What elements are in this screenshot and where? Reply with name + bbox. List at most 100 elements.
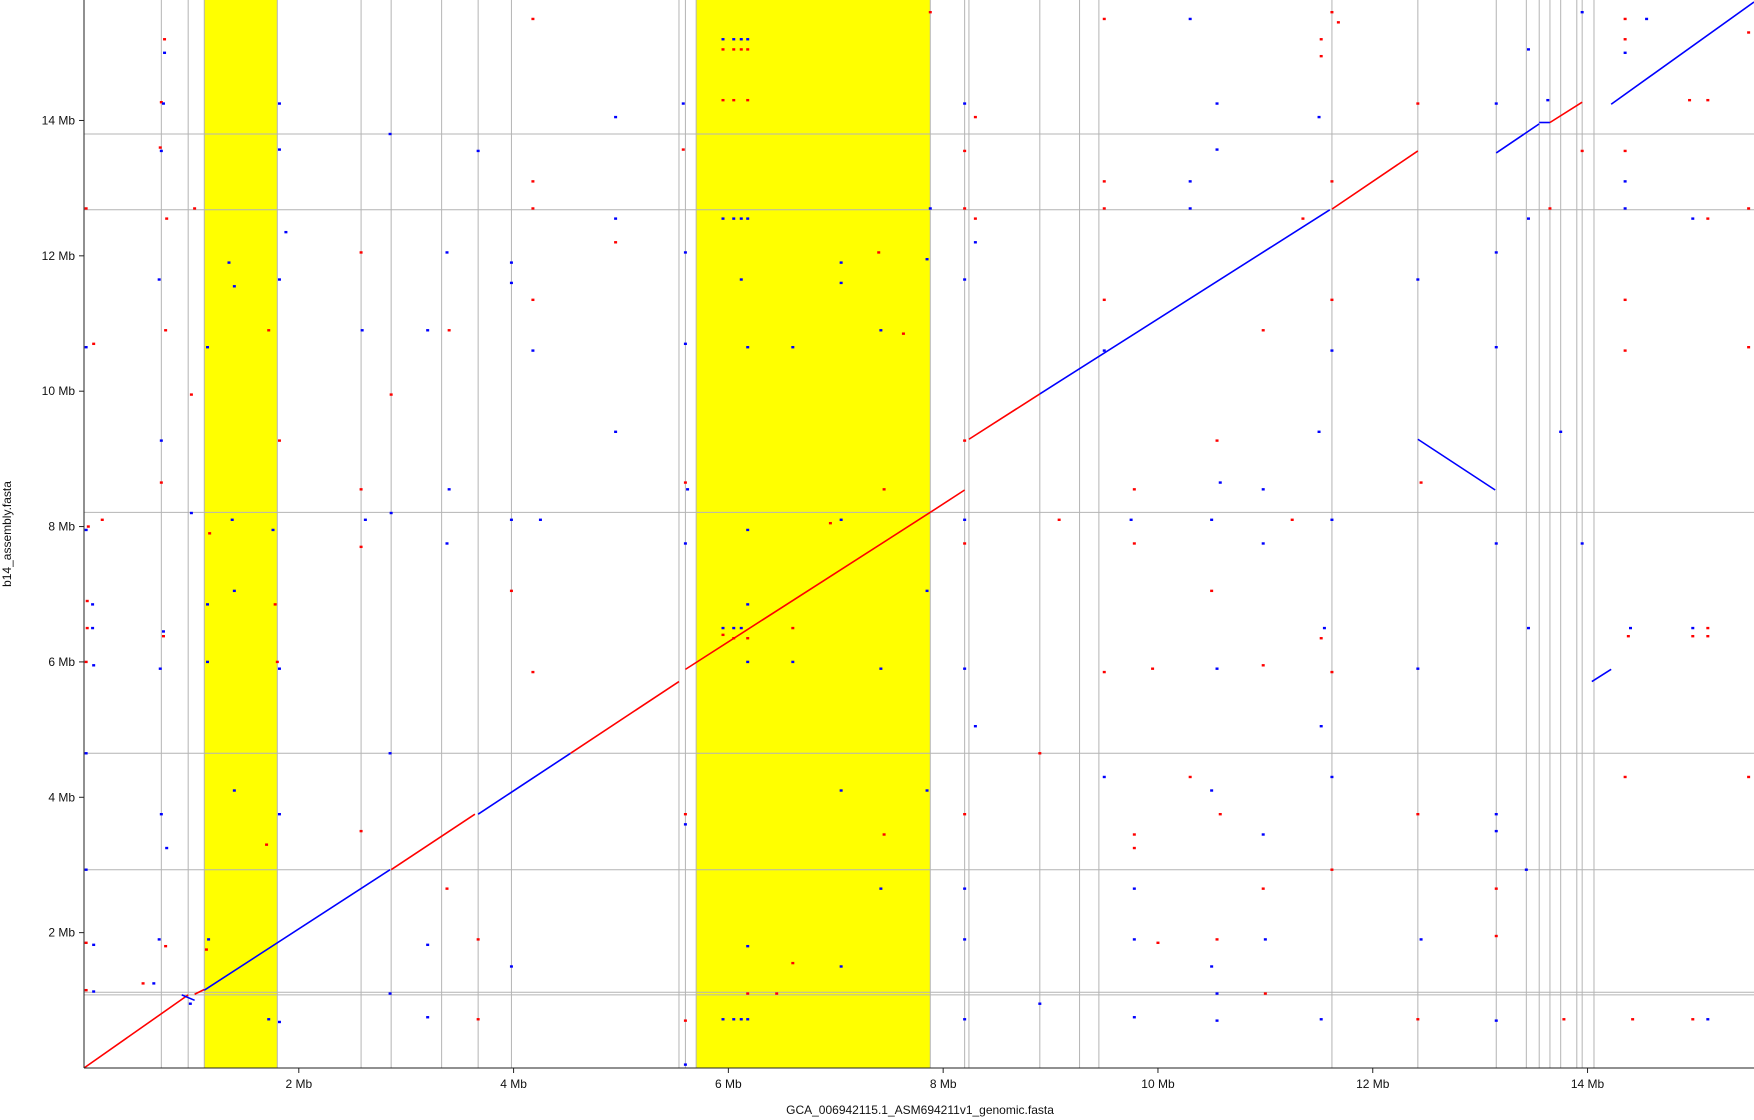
forward-hit	[746, 48, 750, 51]
forward-hit	[791, 961, 795, 965]
forward-hit	[164, 329, 168, 332]
forward-hit	[1218, 812, 1222, 816]
forward-hit	[683, 481, 687, 484]
forward-hit	[165, 217, 169, 220]
reverse-hit	[1419, 938, 1423, 941]
forward-hit	[1057, 518, 1061, 521]
reverse-hit	[925, 789, 929, 792]
forward-hit	[1494, 934, 1498, 938]
reverse-hit	[206, 346, 210, 349]
reverse-hit	[1132, 938, 1136, 941]
reverse-hit	[879, 667, 883, 670]
reverse-hit	[531, 349, 535, 352]
reverse-hit	[1210, 789, 1214, 792]
highlight-region	[204, 0, 278, 1068]
reverse-hit	[746, 944, 750, 948]
reverse-hit	[360, 329, 364, 332]
reverse-hit	[277, 102, 281, 105]
reverse-hit	[84, 528, 88, 532]
forward-hit	[1319, 54, 1323, 58]
reverse-hit	[1526, 48, 1530, 51]
reverse-hit	[388, 752, 392, 755]
reverse-hit	[1319, 1018, 1323, 1021]
reverse-hit	[1038, 1002, 1042, 1005]
forward-hit	[1747, 31, 1751, 34]
forward-hit	[1330, 868, 1334, 871]
forward-hit	[84, 207, 88, 210]
forward-hit	[1416, 1018, 1420, 1021]
alignment-layer	[83, 1, 1754, 1069]
forward-hit	[1261, 329, 1265, 332]
reverse-hit	[1263, 938, 1267, 941]
y-tick-label: 12 Mb	[42, 249, 76, 263]
reverse-hit	[721, 217, 725, 220]
reverse-hit	[1526, 217, 1530, 220]
reverse-hit	[963, 102, 967, 105]
forward-hit	[1132, 846, 1136, 850]
reverse-hit	[476, 149, 480, 153]
forward-hit	[359, 488, 363, 491]
forward-hit	[683, 1019, 687, 1022]
reverse-hit	[1261, 833, 1265, 836]
forward-hit	[1188, 775, 1192, 779]
forward-hit	[1631, 1018, 1635, 1021]
reverse-hit	[746, 38, 750, 41]
reverse-hit	[509, 518, 513, 521]
reverse-alignment	[1039, 209, 1331, 395]
reverse-hit	[1215, 102, 1219, 105]
forward-hit	[359, 251, 363, 254]
reverse-hit	[189, 511, 193, 515]
reverse-hit	[614, 217, 618, 220]
forward-hit	[100, 518, 104, 521]
forward-hit	[732, 637, 736, 640]
reverse-hit	[686, 488, 690, 491]
forward-hit	[775, 992, 779, 995]
reverse-hit	[163, 51, 167, 54]
reverse-hit	[1623, 207, 1627, 210]
forward-hit	[901, 332, 905, 335]
forward-hit	[92, 342, 96, 346]
reverse-hit	[746, 1018, 750, 1021]
reverse-hit	[1494, 346, 1498, 349]
reverse-hit	[267, 1018, 271, 1021]
forward-hit	[1416, 102, 1420, 105]
forward-hit	[531, 298, 535, 302]
forward-hit	[1151, 667, 1155, 670]
reverse-hit	[277, 278, 281, 281]
reverse-hit	[426, 943, 430, 947]
reverse-hit	[1210, 965, 1214, 968]
reverse-hit	[1317, 430, 1321, 434]
reverse-hit	[389, 511, 393, 515]
forward-hit	[1330, 180, 1334, 183]
forward-alignment	[1549, 101, 1583, 124]
reverse-hit	[928, 207, 932, 210]
reverse-hit	[1494, 1019, 1498, 1022]
forward-hit	[1419, 481, 1423, 484]
reverse-hit	[92, 664, 96, 667]
forward-hit	[193, 207, 197, 210]
reverse-hit	[1494, 251, 1498, 254]
reverse-hit	[84, 752, 88, 755]
forward-hit	[1706, 634, 1710, 638]
reverse-hit	[1330, 349, 1334, 352]
forward-hit	[1623, 349, 1627, 352]
reverse-hit	[614, 115, 618, 119]
forward-hit	[84, 988, 88, 992]
reverse-hit	[1691, 217, 1695, 220]
reverse-hit	[746, 217, 750, 220]
forward-hit	[1132, 833, 1136, 836]
forward-hit	[85, 599, 89, 603]
reverse-hit	[1623, 180, 1627, 183]
forward-hit	[877, 251, 881, 254]
reverse-alignment	[1417, 438, 1496, 491]
reverse-hit	[925, 589, 929, 593]
forward-hit	[359, 545, 363, 549]
forward-hit	[359, 829, 363, 833]
forward-alignment	[570, 680, 680, 754]
reverse-hit	[157, 938, 161, 941]
reverse-hit	[1691, 626, 1695, 630]
reverse-hit	[388, 992, 392, 995]
forward-hit	[1301, 217, 1305, 220]
reverse-hit	[963, 278, 967, 281]
reverse-hit	[509, 281, 513, 285]
